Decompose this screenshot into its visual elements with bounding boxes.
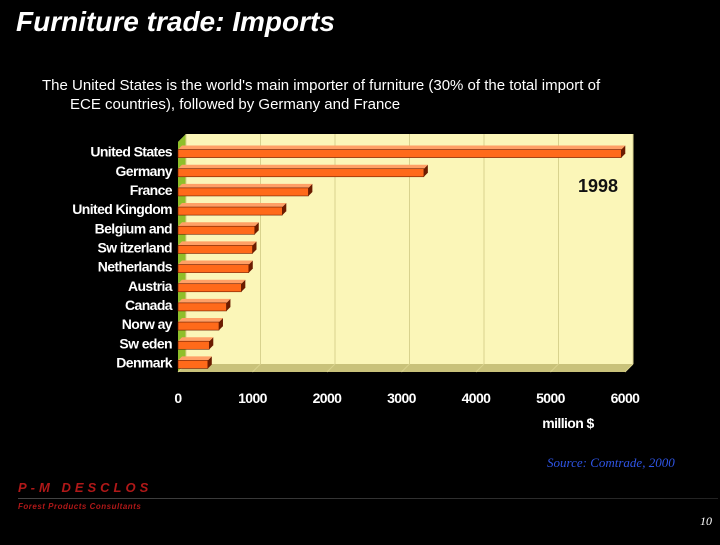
gridline-floor [252, 363, 261, 373]
category-label: United Kingdom [72, 201, 172, 217]
category-label: Belgium and [95, 220, 172, 236]
bar [177, 283, 242, 293]
bar-top-face [178, 318, 223, 323]
bar-end-face [252, 241, 257, 254]
bar-top-face [178, 356, 212, 361]
bar-end-face [218, 318, 223, 331]
bar-top-face [178, 337, 214, 342]
bar [177, 245, 253, 254]
slide-title: Furniture trade: Imports [16, 6, 335, 37]
bar-end-face [248, 260, 253, 273]
bar-end-face [423, 164, 428, 177]
bar-top-face [178, 164, 428, 169]
bar-top-face [178, 260, 253, 265]
category-label: Netherlands [98, 259, 173, 275]
bar-top-face [178, 222, 259, 227]
brand-divider [18, 498, 718, 499]
gridline-floor [550, 363, 559, 373]
x-tick-label: 5000 [536, 390, 566, 406]
category-label: Canada [125, 297, 173, 313]
category-label: Denmark [116, 354, 173, 370]
bar [177, 225, 256, 235]
category-label: France [130, 182, 173, 198]
bar-end-face [226, 298, 231, 311]
bar-top-face [178, 145, 626, 150]
bar [177, 302, 227, 312]
bar-end-face [308, 183, 313, 196]
source-note: Source: Comtrade, 2000 [547, 455, 675, 470]
bar-end-face [621, 145, 626, 158]
x-tick-label: 4000 [462, 390, 492, 406]
bar-top-face [178, 183, 313, 188]
bar-top-face [178, 298, 231, 303]
bar-end-face [254, 222, 259, 235]
bar-top-face [178, 279, 246, 284]
slide-description: The United States is the world's main im… [42, 76, 662, 114]
year-annotation: 1998 [578, 176, 618, 196]
category-label: United States [90, 144, 172, 160]
brand-tagline: Forest Products Consultants [18, 502, 142, 511]
category-label: Austria [128, 278, 173, 294]
category-label: Germany [116, 163, 173, 179]
bar-top-face [178, 203, 287, 208]
description-line-2: ECE countries), followed by Germany and … [70, 96, 401, 113]
bar [177, 168, 425, 178]
brand-name: P-M DESCLOS [18, 480, 153, 495]
bar-end-face [207, 356, 212, 369]
x-tick-label: 6000 [611, 390, 641, 406]
page-number: 10 [700, 514, 712, 528]
bar [177, 340, 210, 350]
bar-end-face [282, 203, 287, 216]
gridline-floor [624, 363, 634, 373]
bar [177, 149, 622, 158]
bar-end-face [209, 337, 214, 350]
category-label: Norw ay [122, 316, 173, 332]
x-tick-label: 0 [174, 390, 182, 406]
bar [177, 264, 250, 273]
bar-end-face [241, 279, 246, 292]
gridline-floor [475, 363, 485, 373]
bar [177, 321, 220, 331]
category-label: Sw itzerland [98, 239, 173, 255]
bar [177, 360, 209, 369]
x-axis-label: million $ [542, 415, 594, 431]
gridline-floor [401, 363, 410, 373]
bar-top-face [178, 241, 257, 246]
gridline-floor [326, 363, 336, 373]
x-tick-label: 2000 [313, 390, 343, 406]
x-tick-label: 1000 [238, 390, 268, 406]
x-tick-label: 3000 [387, 390, 417, 406]
category-label: Sw eden [119, 335, 172, 351]
bar [177, 206, 283, 216]
description-line-1: The United States is the world's main im… [42, 77, 601, 94]
bar [177, 187, 309, 197]
